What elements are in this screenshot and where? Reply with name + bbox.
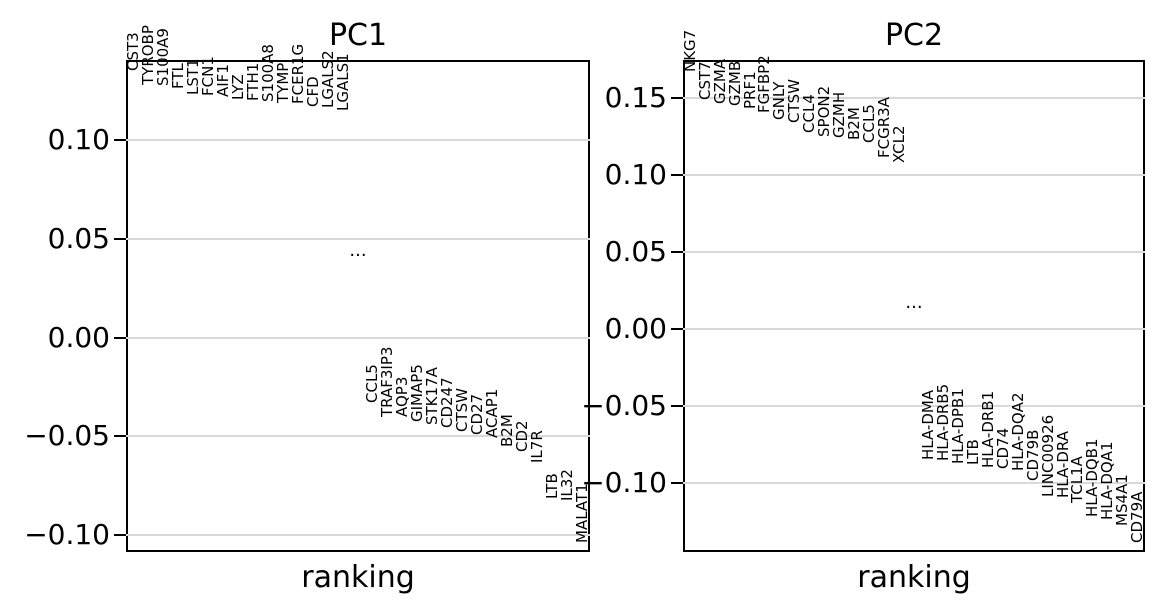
y-tick xyxy=(671,251,683,254)
gridline xyxy=(126,237,590,240)
y-tick-label: 0.00 xyxy=(604,312,667,346)
panel-title-pc1: PC1 xyxy=(328,18,388,53)
panel-title-pc2: PC2 xyxy=(884,18,944,53)
y-tick xyxy=(114,435,126,438)
y-tick-label: −0.05 xyxy=(581,389,667,423)
y-tick xyxy=(671,97,683,100)
y-tick xyxy=(114,336,126,339)
y-tick xyxy=(114,138,126,141)
gridline xyxy=(683,97,1145,100)
gridline xyxy=(683,174,1145,177)
gridline xyxy=(683,328,1145,331)
y-tick xyxy=(114,534,126,536)
x-axis-label-pc1: ranking xyxy=(301,560,415,595)
gene-label: CD79A xyxy=(1128,491,1147,544)
gridline xyxy=(683,251,1145,254)
ellipsis-label: ... xyxy=(349,240,367,262)
gridline xyxy=(126,138,590,141)
gridline xyxy=(683,405,1145,408)
gridline xyxy=(126,336,590,339)
y-tick-label: 0.00 xyxy=(47,320,110,354)
plot-area-pc1 xyxy=(126,60,590,552)
plot-area-pc2 xyxy=(683,60,1145,552)
y-tick-label: −0.10 xyxy=(581,466,667,499)
y-tick-label: 0.10 xyxy=(604,158,667,192)
gridline xyxy=(126,534,590,536)
y-tick-label: −0.10 xyxy=(24,518,110,551)
y-tick-label: −0.05 xyxy=(24,419,110,453)
gene-label: LGALS1 xyxy=(333,53,352,112)
y-tick xyxy=(671,482,683,484)
y-tick xyxy=(671,328,683,331)
y-tick-label: 0.15 xyxy=(604,81,667,115)
y-tick-label: 0.05 xyxy=(47,221,110,255)
y-tick xyxy=(114,237,126,240)
y-tick xyxy=(671,405,683,408)
y-tick xyxy=(671,174,683,177)
y-tick-label: 0.10 xyxy=(47,122,110,156)
gene-label: XCL2 xyxy=(889,125,908,163)
x-axis-label-pc2: ranking xyxy=(857,560,971,595)
gene-label: IL7R xyxy=(528,430,547,463)
gridline xyxy=(683,482,1145,484)
y-tick-label: 0.05 xyxy=(604,235,667,269)
gridline xyxy=(126,435,590,438)
ellipsis-label: ... xyxy=(905,292,923,314)
